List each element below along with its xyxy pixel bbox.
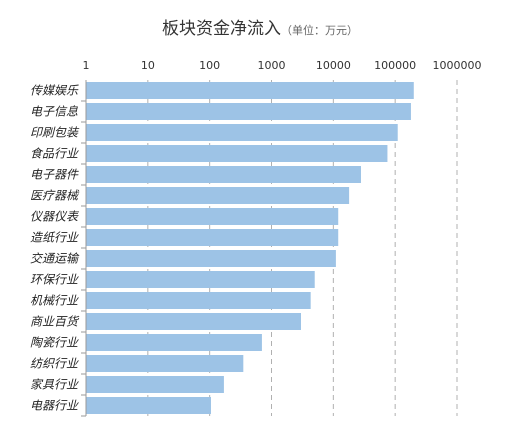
bar-3 xyxy=(86,124,398,141)
chart-title-text: 板块资金净流入 xyxy=(162,19,281,39)
category-label: 电器行业 xyxy=(30,399,79,413)
category-label: 仪器仪表 xyxy=(30,210,80,224)
bar-10 xyxy=(86,271,315,288)
category-label: 造纸行业 xyxy=(30,231,79,245)
x-tick-label: 10 xyxy=(141,59,155,72)
x-tick-label: 1000000 xyxy=(433,59,482,72)
bar-9 xyxy=(86,250,336,267)
x-tick-label: 100000 xyxy=(374,59,416,72)
chart-title: 板块资金净流入（单位：万元） xyxy=(0,14,520,39)
category-label: 家具行业 xyxy=(30,378,79,392)
category-label: 传媒娱乐 xyxy=(30,84,79,98)
category-label: 环保行业 xyxy=(30,273,79,287)
bar-12 xyxy=(86,313,302,330)
bar-4 xyxy=(86,145,388,162)
x-tick-label: 1 xyxy=(83,59,90,72)
category-label: 机械行业 xyxy=(30,294,79,308)
bar-11 xyxy=(86,292,311,309)
bar-8 xyxy=(86,229,339,246)
category-label: 电子信息 xyxy=(30,105,78,119)
chart-unit-text: （单位：万元） xyxy=(281,24,358,37)
bar-14 xyxy=(86,355,244,372)
category-label: 陶瓷行业 xyxy=(30,336,79,350)
category-label: 商业百货 xyxy=(30,315,80,329)
bar-2 xyxy=(86,103,411,120)
bar-1 xyxy=(86,82,414,99)
category-label: 医疗器械 xyxy=(30,189,80,203)
x-tick-label: 1000 xyxy=(258,59,286,72)
bar-16 xyxy=(86,397,211,414)
x-tick-label: 10000 xyxy=(316,59,351,72)
category-label: 纺织行业 xyxy=(30,357,79,371)
bar-15 xyxy=(86,376,224,393)
bar-5 xyxy=(86,166,361,183)
category-label: 交通运输 xyxy=(30,252,80,266)
category-label: 电子器件 xyxy=(30,168,79,182)
bar-6 xyxy=(86,187,350,204)
x-tick-label: 100 xyxy=(199,59,220,72)
bar-7 xyxy=(86,208,339,225)
category-label: 食品行业 xyxy=(30,147,79,161)
category-label: 印刷包装 xyxy=(30,126,80,140)
bar-13 xyxy=(86,334,262,351)
